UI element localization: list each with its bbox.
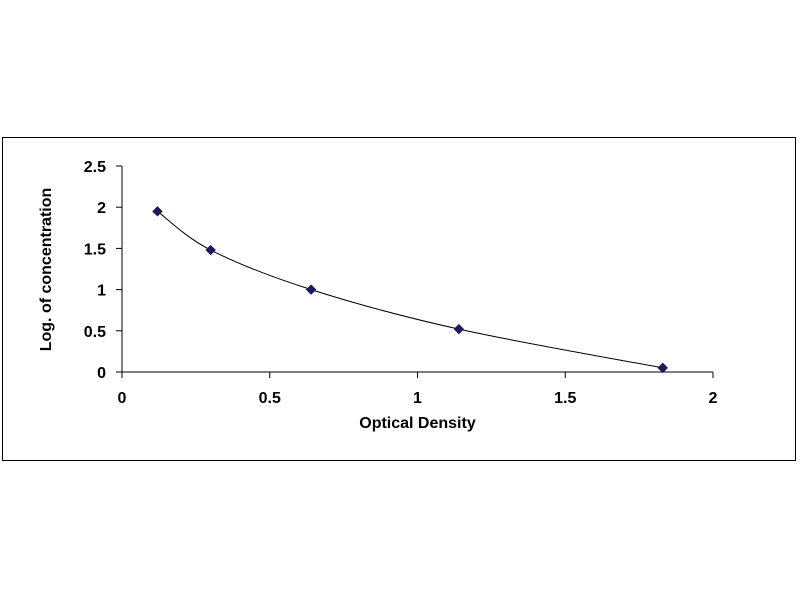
y-tick-label: 0.5 <box>84 324 106 341</box>
x-tick-label: 1.5 <box>554 390 576 407</box>
tick-labels: 0 0.5 1 1.5 2 0 0.5 1 1.5 2 2.5 <box>84 159 718 407</box>
y-tick-label: 1.5 <box>84 241 106 258</box>
data-point <box>205 244 216 256</box>
data-point <box>152 206 163 217</box>
x-tick-label: 2 <box>709 390 718 407</box>
data-point <box>657 362 668 374</box>
data-points <box>152 206 668 374</box>
x-axis-title: Optical Density <box>359 415 476 432</box>
y-tick-label: 0 <box>97 365 106 382</box>
y-tick-label: 2 <box>97 200 106 217</box>
axes <box>116 165 714 378</box>
chart-frame <box>2 137 796 461</box>
x-tick-label: 0.5 <box>259 390 281 407</box>
fit-curve <box>157 210 663 369</box>
data-point <box>453 323 465 335</box>
data-point <box>305 284 317 295</box>
y-axis-title: Log. of concentration <box>38 188 55 352</box>
x-tick-label: 0 <box>118 390 127 407</box>
y-tick-label: 2.5 <box>84 159 106 176</box>
y-tick-label: 1 <box>97 283 106 300</box>
x-tick-label: 1 <box>413 390 422 407</box>
